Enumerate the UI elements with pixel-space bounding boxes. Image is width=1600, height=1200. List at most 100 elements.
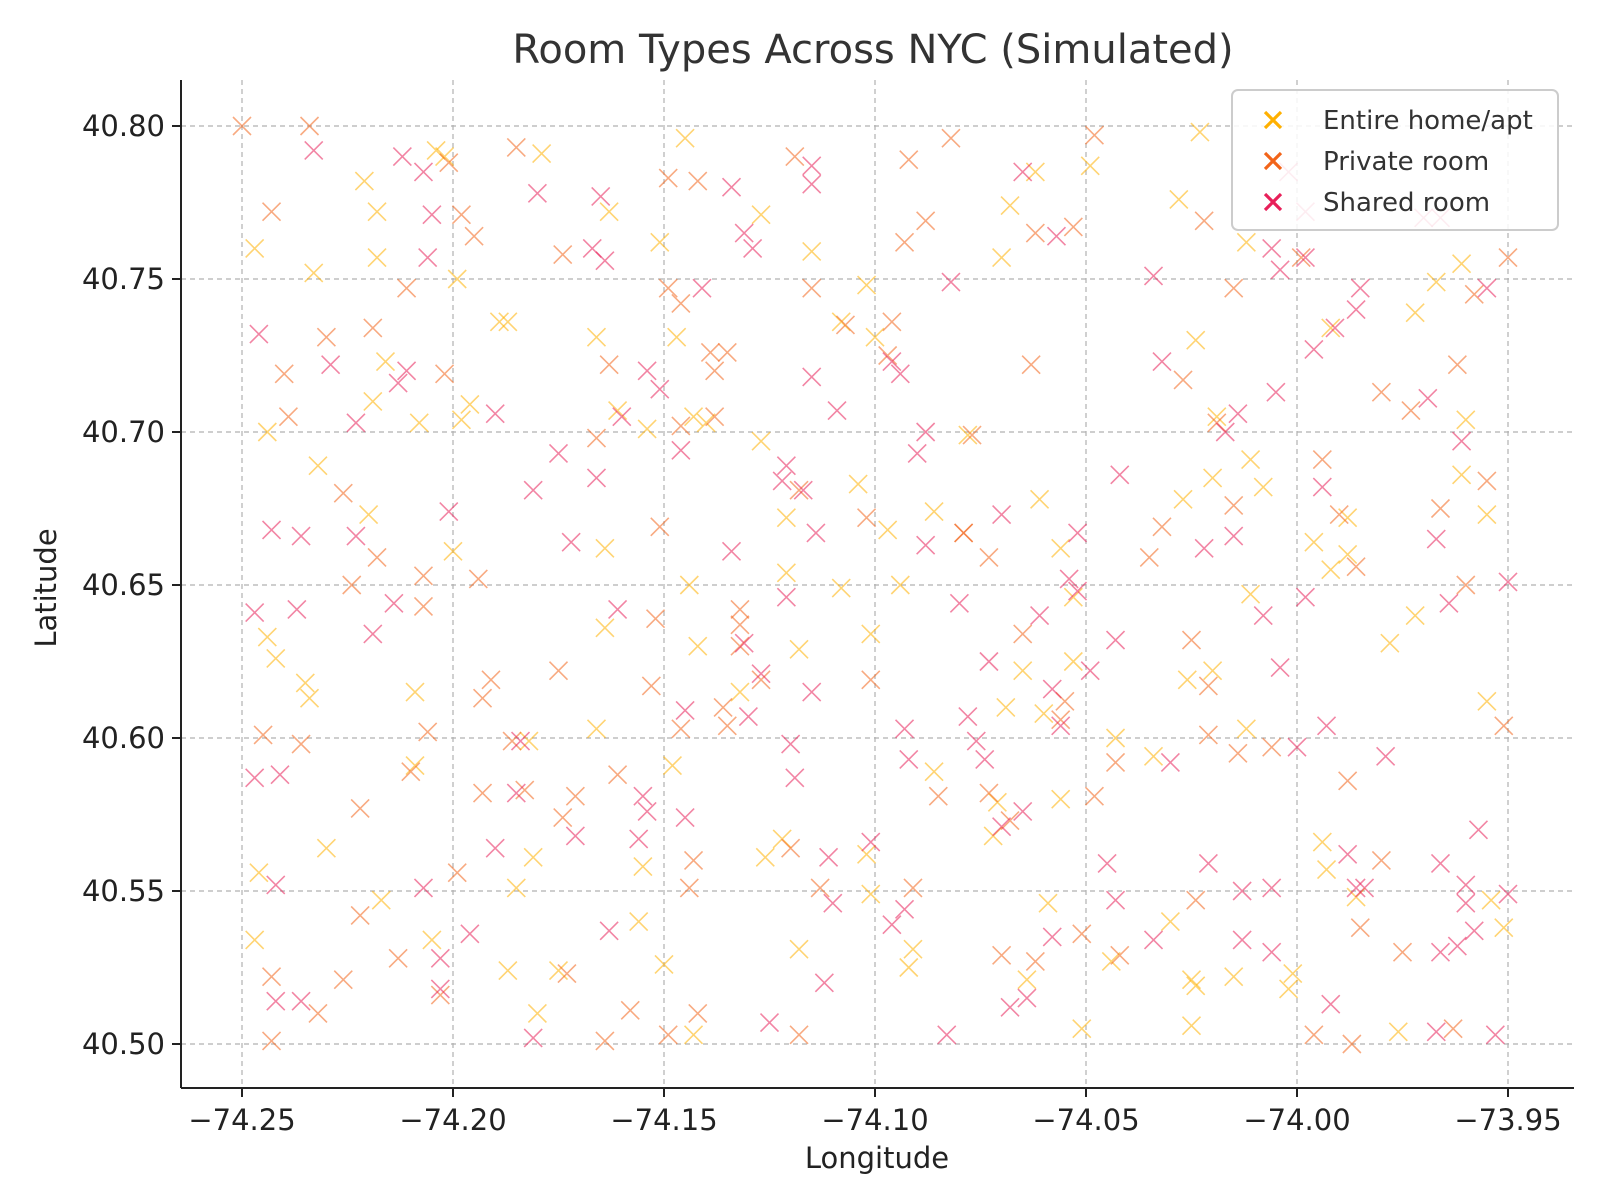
scatter-point xyxy=(523,847,543,867)
scatter-point xyxy=(650,232,670,252)
scatter-point xyxy=(924,501,944,522)
scatter-point xyxy=(451,205,472,225)
scatter-point xyxy=(1224,278,1244,298)
scatter-point xyxy=(527,183,547,203)
scatter-point xyxy=(485,404,505,424)
scatter-point xyxy=(1270,260,1290,280)
scatter-point xyxy=(924,762,944,782)
scatter-point xyxy=(1084,125,1105,145)
scatter-point xyxy=(519,731,539,751)
scatter-point xyxy=(1342,1034,1362,1054)
scatter-point xyxy=(1177,670,1197,690)
scatter-point xyxy=(291,734,311,754)
scatter-point xyxy=(696,413,716,433)
scatter-point xyxy=(1405,606,1425,626)
legend: Entire home/apt Private room Shared room xyxy=(1231,89,1559,231)
scatter-point xyxy=(548,443,569,463)
x-tick-label: −74.10 xyxy=(821,1103,928,1137)
x-tick-label: −74.20 xyxy=(399,1103,506,1137)
scatter-point xyxy=(865,327,885,347)
scatter-point xyxy=(1051,789,1071,809)
scatter-point xyxy=(633,856,653,877)
scatter-point xyxy=(1084,786,1105,806)
scatter-point xyxy=(1430,942,1451,962)
scatter-point xyxy=(608,599,628,620)
scatter-point xyxy=(1228,743,1248,763)
scatter-point xyxy=(903,939,923,959)
scatter-point xyxy=(1051,710,1071,730)
scatter-point xyxy=(1080,661,1100,681)
x-tick-label: −74.25 xyxy=(188,1103,295,1137)
scatter-point xyxy=(363,391,383,411)
scatter-point xyxy=(1439,593,1459,613)
scatter-point xyxy=(401,762,421,782)
scatter-point xyxy=(1224,495,1244,516)
scatter-point xyxy=(789,939,809,959)
scatter-point xyxy=(861,670,881,690)
scatter-point xyxy=(367,248,387,268)
scatter-point xyxy=(861,884,881,904)
scatter-point xyxy=(683,850,704,870)
scatter-point xyxy=(1262,238,1282,258)
scatter-point xyxy=(443,541,463,561)
scatter-point xyxy=(1452,254,1472,274)
scatter-point xyxy=(1101,951,1121,971)
scatter-point xyxy=(1321,994,1341,1014)
scatter-point xyxy=(633,786,653,806)
scatter-point xyxy=(671,416,691,436)
scatter-point xyxy=(591,186,611,206)
scatter-point xyxy=(506,878,526,898)
scatter-point xyxy=(1253,606,1273,626)
scatter-point xyxy=(667,327,687,347)
scatter-point xyxy=(954,523,974,543)
scatter-point xyxy=(662,755,683,776)
scatter-point xyxy=(941,128,961,148)
scatter-point xyxy=(1295,248,1316,268)
scatter-point xyxy=(975,749,995,769)
scatter-point xyxy=(1346,300,1366,320)
scatter-point xyxy=(384,593,404,613)
scatter-point xyxy=(882,915,902,935)
scatter-point xyxy=(734,223,754,243)
scatter-point xyxy=(996,697,1016,717)
scatter-point xyxy=(730,615,750,635)
legend-marker xyxy=(1263,151,1283,171)
scatter-point xyxy=(802,682,822,702)
scatter-point xyxy=(1215,422,1235,442)
scatter-point xyxy=(346,526,366,546)
scatter-point xyxy=(1059,569,1079,589)
scatter-point xyxy=(1067,581,1088,601)
scatter-point xyxy=(1426,1022,1446,1042)
scatter-point xyxy=(1371,850,1391,870)
scatter-point xyxy=(1456,875,1476,895)
scatter-point xyxy=(751,664,771,684)
scatter-point xyxy=(1350,918,1370,938)
scatter-point xyxy=(1063,651,1083,672)
scatter-point xyxy=(266,991,286,1011)
scatter-point xyxy=(1110,465,1130,485)
scatter-point xyxy=(751,431,771,451)
scatter-point xyxy=(1338,771,1358,791)
scatter-point xyxy=(1013,661,1033,681)
scatter-point xyxy=(599,202,619,222)
x-tick-label: −73.95 xyxy=(1454,1103,1561,1137)
scatter-point xyxy=(460,924,480,944)
scatter-point xyxy=(1143,746,1164,766)
scatter-point xyxy=(772,471,792,491)
scatter-point xyxy=(1338,544,1358,564)
scatter-point xyxy=(1105,630,1126,650)
scatter-point xyxy=(1447,936,1467,956)
scatter-point xyxy=(245,602,265,623)
scatter-point xyxy=(422,930,442,950)
scatter-point xyxy=(485,838,505,858)
y-tick-label: 40.55 xyxy=(82,874,165,908)
scatter-point xyxy=(599,355,619,375)
scatter-point xyxy=(1067,523,1088,543)
scatter-point xyxy=(321,355,341,375)
scatter-point xyxy=(506,137,526,157)
scatter-point xyxy=(1316,716,1337,736)
scatter-point xyxy=(586,719,607,739)
scatter-point xyxy=(831,312,851,332)
points-layer xyxy=(232,116,1518,1054)
